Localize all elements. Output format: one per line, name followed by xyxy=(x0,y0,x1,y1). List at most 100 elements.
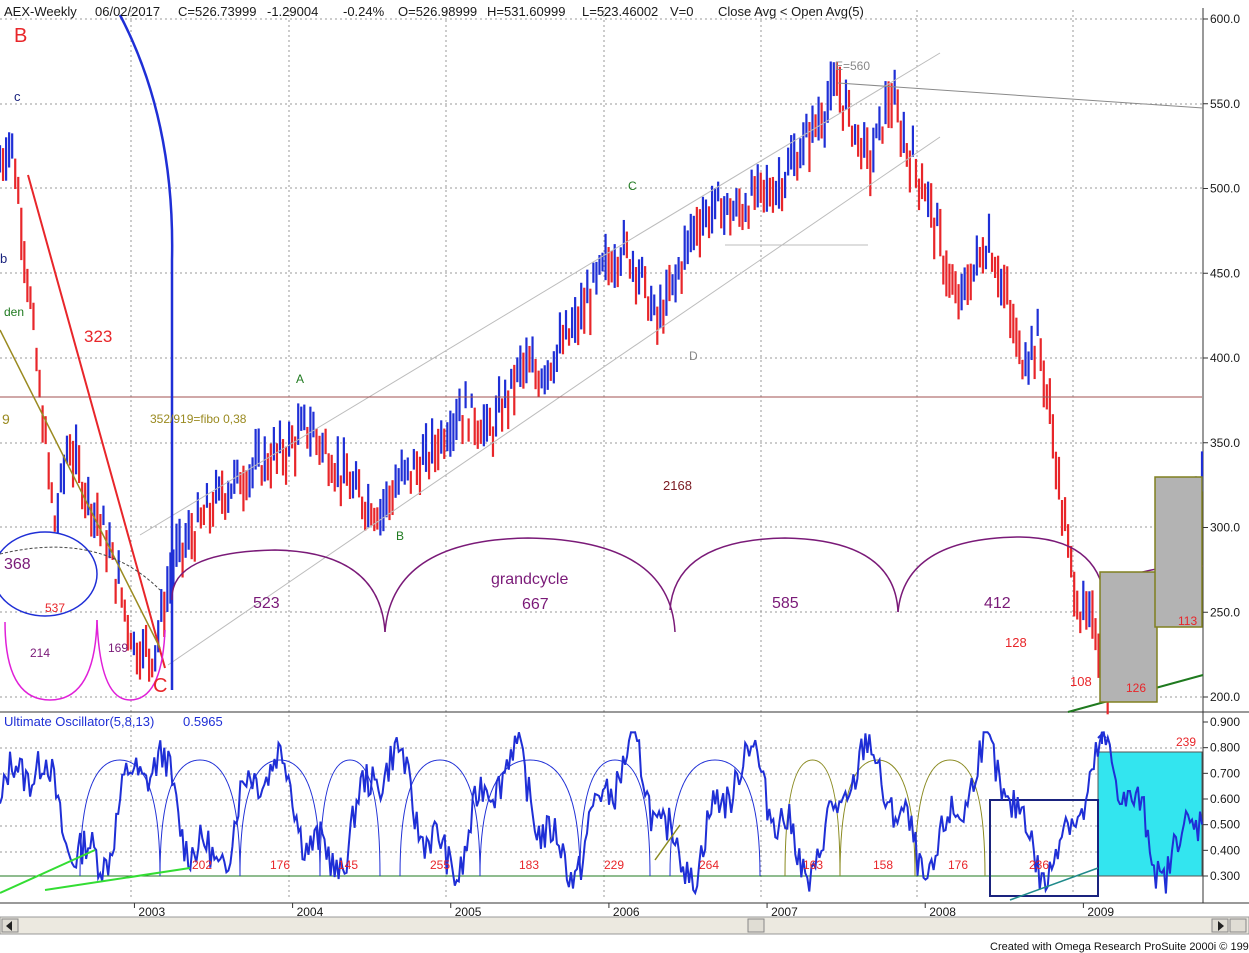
scroll-thumb[interactable] xyxy=(747,918,765,933)
green-osc-line-1 xyxy=(0,849,96,894)
price-tick-label: 550.0 xyxy=(1210,97,1240,111)
condition-text: Close Avg < Open Avg(5) xyxy=(718,4,864,19)
grey-box-2 xyxy=(1154,476,1203,628)
oscillator-arcs xyxy=(79,759,986,877)
high-value: H=531.60999 xyxy=(487,4,565,19)
annotation-label: B xyxy=(396,529,404,543)
annotation-label: 113 xyxy=(1178,614,1197,628)
scroll-left-arrow-icon xyxy=(6,921,12,931)
scroll-right-arrow-icon xyxy=(1218,921,1224,931)
red-trendline xyxy=(27,174,166,669)
magenta-cycles xyxy=(4,619,166,701)
osc-tick-label: 0.300 xyxy=(1210,869,1240,883)
oscillator-value: 0.5965 xyxy=(183,714,223,729)
olive-osc-line xyxy=(654,824,681,861)
navy-box xyxy=(989,799,1099,897)
price-bars xyxy=(0,61,1204,715)
annotation-label: grandcycle xyxy=(491,571,568,588)
oscillator-cycle-arc xyxy=(669,759,761,877)
annotation-label: 352/919=fibo 0,38 xyxy=(150,412,247,426)
annotations: Bc b den 9 323 352/919=fibo 0,38 368 537 214 169 C… xyxy=(0,25,1197,872)
up-arrow-icon xyxy=(1097,732,1107,744)
year-tick-label: 2006 xyxy=(613,905,640,919)
blue-circle xyxy=(0,531,98,617)
oscillator-cycle-arc xyxy=(479,759,581,877)
oscillator-cycle-arc xyxy=(319,759,381,877)
oscillator-cycle-label: 163 xyxy=(803,858,823,872)
low-value: L=523.46002 xyxy=(582,4,658,19)
oscillator-cycle-label: 202 xyxy=(192,858,212,872)
bar-date: 06/02/2017 xyxy=(95,4,160,19)
annotation-label: C xyxy=(628,179,637,193)
price-tick-label: 200.0 xyxy=(1210,690,1240,704)
osc-tick-label: 0.600 xyxy=(1210,792,1240,806)
oscillator-cycle-arc xyxy=(239,759,321,877)
year-tick-label: 2007 xyxy=(771,905,798,919)
oscillator-cycle-label: 176 xyxy=(270,858,290,872)
dashed-curve xyxy=(0,546,161,591)
annotation-label: 169 xyxy=(108,641,128,655)
trend-channel xyxy=(139,52,1204,666)
price-gridlines xyxy=(0,18,1202,698)
year-tick-label: 2003 xyxy=(138,905,165,919)
grey-box-1 xyxy=(1099,571,1158,703)
ultimate-oscillator-line xyxy=(0,731,1203,896)
horizontal-scrollbar[interactable] xyxy=(0,916,1249,935)
open-value: O=526.98999 xyxy=(398,4,477,19)
annotation-label: 323 xyxy=(84,327,112,346)
price-tick-label: 300.0 xyxy=(1210,521,1240,535)
annotation-label: 2168 xyxy=(663,478,692,493)
annotation-label: 214 xyxy=(30,646,50,660)
change-value: -1.29004 xyxy=(267,4,318,19)
year-tick-label: 2004 xyxy=(297,905,324,919)
blue-time-arc xyxy=(118,14,174,690)
annotation-label: 537 xyxy=(45,601,65,615)
year-tick-label: 2008 xyxy=(929,905,956,919)
time-axis: 2003 2004 2005 2006 2007 2008 2009 xyxy=(133,903,1114,919)
annotation-label: den xyxy=(4,305,24,319)
price-tick-label: 350.0 xyxy=(1210,436,1240,450)
annotation-label: b xyxy=(0,251,7,266)
oscillator-label: Ultimate Oscillator(5,8,13) xyxy=(4,714,154,729)
annotation-label: 667 xyxy=(522,596,549,613)
price-axis: 600.0 550.0 500.0 450.0 400.0 350.0 300.0 250.0… xyxy=(1203,12,1240,704)
olive-trendline xyxy=(0,329,161,649)
annotation-label: 368 xyxy=(4,556,31,573)
oscillator-cycle-label: 255 xyxy=(430,858,450,872)
oscillator-cycle-label: 158 xyxy=(873,858,893,872)
annotation-label: B xyxy=(14,25,27,47)
green-osc-line-2 xyxy=(44,867,191,891)
osc-tick-label: 0.900 xyxy=(1210,715,1240,729)
annotation-label: 108 xyxy=(1070,674,1092,689)
price-tick-label: 500.0 xyxy=(1210,182,1240,196)
price-tick-label: 600.0 xyxy=(1210,12,1240,26)
oscillator-cycle-label: 239 xyxy=(1176,735,1196,749)
oscillator-cycle-label: 264 xyxy=(699,858,719,872)
osc-tick-label: 0.700 xyxy=(1210,766,1240,780)
price-tick-label: 250.0 xyxy=(1210,605,1240,619)
year-tick-label: 2005 xyxy=(455,905,482,919)
oscillator-cycle-arc xyxy=(159,759,241,877)
symbol: AEX-Weekly xyxy=(4,4,77,19)
annotation-label: E=560 xyxy=(835,59,870,73)
teal-osc-line xyxy=(1009,867,1099,901)
oscillator-cycle-label: 145 xyxy=(338,858,358,872)
oscillator-cycle-label: 176 xyxy=(948,858,968,872)
volume-value: V=0 xyxy=(670,4,694,19)
oscillator-cycle-label: 236 xyxy=(1029,858,1049,872)
annotation-label: c xyxy=(14,89,21,104)
scroll-end-button[interactable] xyxy=(1229,918,1247,933)
oscillator-cycle-arc xyxy=(914,759,986,877)
osc-tick-label: 0.400 xyxy=(1210,843,1240,857)
annotation-label: 126 xyxy=(1126,681,1146,695)
osc-tick-label: 0.500 xyxy=(1210,818,1240,832)
osc-tick-label: 0.800 xyxy=(1210,741,1240,755)
annotation-label: D xyxy=(689,349,698,363)
oscillator-cycle-arc xyxy=(579,759,651,877)
oscillator-cycle-label: 229 xyxy=(604,858,624,872)
oscillator-cycle-label: 183 xyxy=(519,858,539,872)
change-percent: -0.24% xyxy=(343,4,385,19)
oscillator-axis: 0.900 0.800 0.700 0.600 0.500 0.400 0.300 xyxy=(1203,715,1240,883)
